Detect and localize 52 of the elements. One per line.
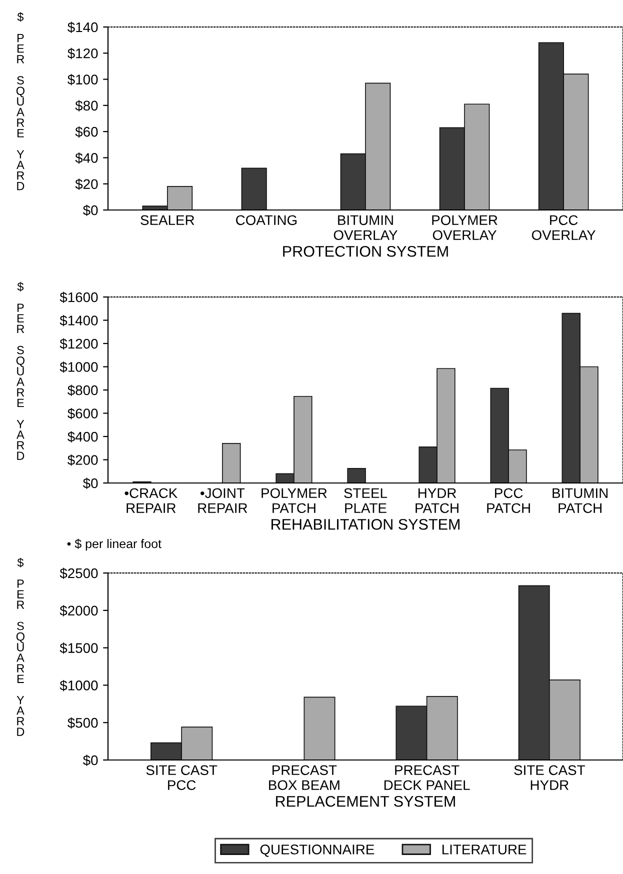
y-tick-label: $500 — [68, 717, 98, 729]
x-tick-label: COATING — [236, 215, 297, 226]
text: $ PER SQUARE YARD — [16, 558, 24, 736]
y-tick-label: $600 — [68, 408, 98, 420]
y-tick-label: $1500 — [60, 642, 98, 654]
y-tick-label: $20 — [75, 178, 98, 190]
y-tick-label: $80 — [75, 100, 98, 112]
bar — [241, 168, 267, 210]
y-tick-label: $0 — [82, 754, 98, 766]
x-tick-label: BITUMIN OVERLAY — [334, 215, 398, 240]
x-tick-label: SITE CAST PCC — [146, 765, 218, 790]
x-tick-label: PRECAST DECK PANEL — [384, 765, 470, 790]
y-tick-label: $1000 — [60, 680, 98, 692]
y-tick-label: $40 — [75, 152, 98, 164]
y-tick-label: $800 — [68, 384, 98, 396]
y-tick-label: $1600 — [60, 292, 98, 303]
y-tick-label: $140 — [68, 22, 98, 33]
y-tick-label: $200 — [68, 454, 98, 466]
bar — [222, 443, 241, 483]
y-tick-label: $1200 — [60, 338, 98, 350]
y-tick-label: $400 — [68, 431, 98, 442]
y-tick-label: $1400 — [60, 315, 98, 326]
text: $ PER SQUARE YARD — [16, 12, 24, 190]
x-tick-label: •CRACK REPAIR — [124, 488, 178, 513]
x-tick-label: PRECAST BOX BEAM — [269, 765, 340, 790]
bar — [304, 696, 336, 760]
y-tick-label: $60 — [75, 126, 98, 138]
y-tick-label: $1000 — [60, 362, 98, 373]
x-tick-label: •JOINT REPAIR — [198, 488, 248, 513]
legend-label: QUESTIONNAIRE — [260, 844, 374, 857]
x-tick-label: PCC OVERLAY — [532, 215, 596, 240]
y-tick-label: $0 — [82, 478, 98, 489]
x-axis-title: REHABILITATION SYSTEM — [272, 518, 460, 530]
x-tick-label: SITE CAST HYDR — [514, 765, 585, 790]
x-axis-title: PROTECTION SYSTEM — [283, 246, 448, 257]
x-tick-label: STEEL PLATE — [344, 488, 388, 513]
y-tick-label: $120 — [68, 48, 98, 60]
y-tick-label: $2000 — [60, 605, 98, 616]
x-tick-label: POLYMER PATCH — [262, 488, 327, 514]
y-tick-label: $100 — [68, 74, 98, 86]
x-tick-label: SEALER — [140, 215, 194, 226]
text: $ PER SQUARE YARD — [16, 282, 24, 460]
y-tick-label: $2500 — [60, 568, 98, 579]
x-axis-title: REPLACEMENT SYSTEM — [276, 796, 455, 807]
x-tick-label: HYDR PATCH — [416, 488, 458, 514]
x-tick-label: PCC PATCH — [487, 488, 530, 514]
y-tick-label: $0 — [82, 204, 98, 216]
x-tick-label: POLYMER OVERLAY — [432, 215, 498, 240]
text: • $ per linear foot — [67, 538, 162, 551]
bar — [347, 468, 366, 483]
legend-label: LITERATURE — [442, 844, 526, 854]
x-tick-label: BITUMIN PATCH — [552, 488, 608, 514]
